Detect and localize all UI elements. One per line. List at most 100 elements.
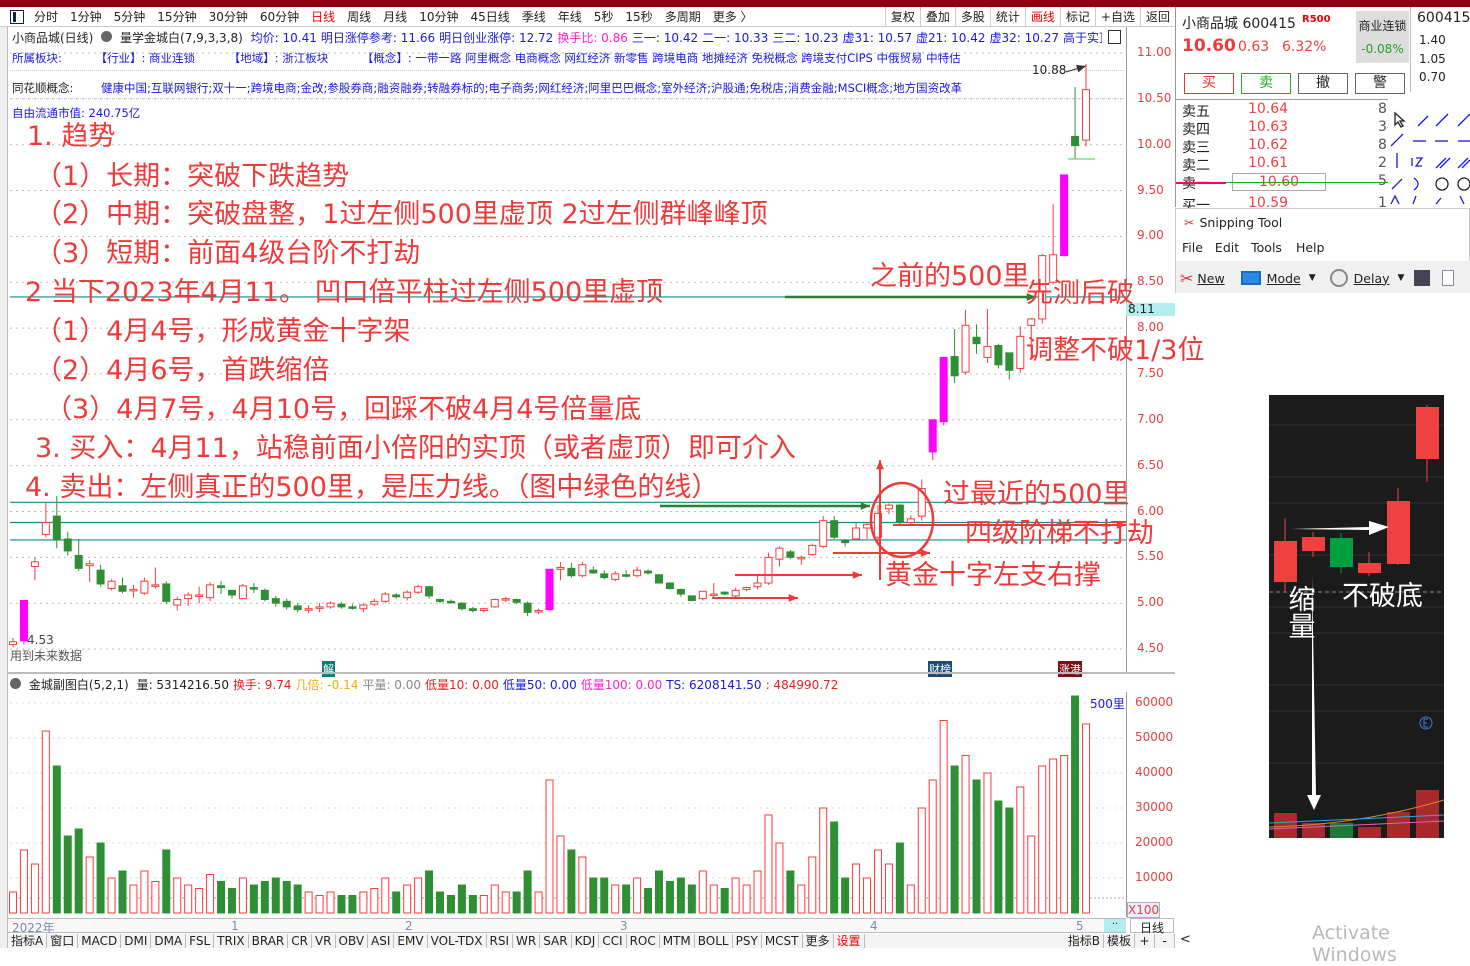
- period-tab[interactable]: 10分钟: [419, 10, 459, 24]
- chart-settings-icon[interactable]: [1108, 30, 1121, 44]
- drawing-tools-palette[interactable]: [1388, 96, 1470, 208]
- indicator-tab[interactable]: 设置: [834, 934, 865, 948]
- period-tab[interactable]: 多周期: [664, 10, 701, 24]
- indicator-tab[interactable]: 更多: [803, 934, 834, 948]
- toolbar-button[interactable]: 多股: [954, 7, 990, 27]
- region[interactable]: 【地域】: 浙江板块: [228, 51, 329, 65]
- toolbar-button[interactable]: 统计: [989, 7, 1025, 27]
- period-tab[interactable]: 5分钟: [113, 10, 146, 24]
- save-icon[interactable]: [1414, 270, 1431, 286]
- indicator-tab[interactable]: 窗口: [47, 934, 79, 948]
- mode-button[interactable]: Mode: [1266, 270, 1301, 286]
- day-line-button[interactable]: 日线: [1130, 918, 1174, 935]
- cancel-button[interactable]: 撤: [1298, 73, 1348, 94]
- indicator-dropdown-icon[interactable]: [101, 31, 113, 42]
- period-tab[interactable]: 月线: [383, 10, 408, 24]
- toolbar-button[interactable]: 返回: [1139, 7, 1175, 27]
- indicator-name[interactable]: 量学金城白(7,9,3,3,8): [120, 31, 243, 45]
- copy-icon[interactable]: [1442, 270, 1455, 286]
- indicator-tab[interactable]: ROC: [627, 934, 660, 948]
- new-button[interactable]: New: [1197, 270, 1225, 286]
- period-tab[interactable]: 周线: [347, 10, 372, 24]
- period-tab[interactable]: 5秒: [593, 10, 614, 24]
- collapse-arrow[interactable]: <: [1180, 932, 1191, 947]
- indicator-tab[interactable]: SAR: [540, 934, 572, 948]
- indicator-tab[interactable]: MACD: [78, 934, 122, 948]
- indicator-tab[interactable]: VOL-TDX: [428, 934, 487, 948]
- period-tab[interactable]: 30分钟: [208, 10, 248, 24]
- volume-bar: [96, 842, 105, 914]
- indicator-tab[interactable]: BRAR: [249, 934, 289, 948]
- toolbar-button[interactable]: 叠加: [919, 7, 955, 27]
- indicator-tab[interactable]: DMI: [121, 934, 152, 948]
- period-tab[interactable]: 1分钟: [70, 10, 102, 24]
- indicator-tab[interactable]: WR: [513, 934, 541, 948]
- delay-button[interactable]: Delay: [1353, 270, 1390, 286]
- mode-dropdown-icon[interactable]: ▼: [1308, 273, 1316, 283]
- event-tag-zhanggang[interactable]: 涨港: [1058, 661, 1082, 677]
- indicator-tab[interactable]: MTM: [660, 934, 695, 948]
- indicator-tab[interactable]: 指标A: [8, 934, 48, 948]
- kline-chart[interactable]: [0, 0, 1175, 948]
- date-scroll-button[interactable]: ··: [1104, 919, 1126, 932]
- indicator-tab[interactable]: EMV: [394, 934, 428, 948]
- panel-toggle-icon[interactable]: [10, 9, 24, 24]
- toolbar-button[interactable]: 标记: [1059, 7, 1095, 27]
- indicator-tab[interactable]: CCI: [599, 934, 627, 948]
- indicator-tab[interactable]: FSL: [186, 934, 215, 948]
- indicator-tab[interactable]: ASI: [368, 934, 395, 948]
- indicator-tab[interactable]: PSY: [733, 934, 762, 948]
- candle: [129, 584, 138, 598]
- indicator-tab[interactable]: MCST: [762, 934, 803, 948]
- toolbar-button[interactable]: +自选: [1094, 7, 1140, 27]
- indicator-tab[interactable]: OBV: [336, 934, 369, 948]
- indicator-tab-right[interactable]: 指标B: [1065, 934, 1104, 948]
- volume-bar: [249, 884, 258, 914]
- volume-bar: [753, 870, 762, 914]
- indicator-tab-right[interactable]: -: [1155, 934, 1175, 948]
- concepts[interactable]: 【概念】: 一带一路 阿里概念 电商概念 网红经济 新零售 跨境电商 地摊经济 …: [361, 51, 961, 65]
- indicator-tab[interactable]: RSI: [487, 934, 514, 948]
- indicator-dropdown-icon[interactable]: [10, 678, 21, 689]
- event-tag-jie[interactable]: 解: [322, 661, 335, 677]
- indicator-tab[interactable]: KDJ: [572, 934, 600, 948]
- period-tab[interactable]: 年线: [557, 10, 582, 24]
- period-tab[interactable]: 15分钟: [157, 10, 197, 24]
- indicator-tab[interactable]: BOLL: [695, 934, 733, 948]
- candle-body: [140, 580, 149, 594]
- period-tab[interactable]: 季线: [521, 10, 546, 24]
- period-tab[interactable]: 60分钟: [259, 10, 300, 24]
- candle-body: [644, 570, 653, 574]
- menu-tools[interactable]: Tools: [1251, 240, 1282, 255]
- period-tab[interactable]: 15秒: [625, 10, 653, 24]
- indicator-tab-right[interactable]: +: [1135, 934, 1155, 948]
- menu-file[interactable]: File: [1182, 240, 1203, 255]
- orderbook-price: 10.63: [1248, 119, 1289, 135]
- ths-concepts[interactable]: 健康中国;互联网银行;双十一;跨境电商;金改;参股券商;融资融券;转融券标的;电…: [101, 81, 963, 95]
- menu-edit[interactable]: Edit: [1214, 240, 1240, 255]
- candle-body: [939, 356, 948, 423]
- buy-button[interactable]: 买: [1184, 73, 1234, 94]
- sector-box[interactable]: 商业连锁 -0.08%: [1356, 11, 1409, 63]
- indicator-tab[interactable]: TRIX: [214, 934, 249, 948]
- alert-button[interactable]: 警: [1355, 73, 1405, 94]
- indicator-tab-right[interactable]: 模板: [1104, 934, 1135, 948]
- indicator-tab[interactable]: DMA: [151, 934, 187, 948]
- indicator-tab[interactable]: VR: [312, 934, 336, 948]
- delay-dropdown-icon[interactable]: ▼: [1397, 273, 1405, 283]
- period-tab[interactable]: 更多 〉: [712, 10, 753, 24]
- event-tag-caibang[interactable]: 财榜: [928, 661, 952, 677]
- volume-bar: [654, 870, 663, 914]
- period-tab[interactable]: 45日线: [470, 10, 510, 24]
- volume-indicator-name[interactable]: 金城副图白(5,2,1): [28, 678, 129, 692]
- period-tab[interactable]: 分时: [34, 10, 59, 24]
- toolbar-button[interactable]: 复权: [884, 7, 920, 27]
- menu-help[interactable]: Help: [1295, 240, 1325, 255]
- period-tab[interactable]: 日线: [311, 10, 336, 24]
- volume-tick: 60000: [1135, 695, 1174, 709]
- industry[interactable]: 【行业】: 商业连锁: [95, 51, 196, 65]
- sell-button[interactable]: 卖: [1241, 73, 1291, 94]
- indicator-tab[interactable]: CR: [288, 934, 312, 948]
- volume-bar: [589, 877, 598, 914]
- toolbar-button[interactable]: 画线: [1024, 7, 1060, 27]
